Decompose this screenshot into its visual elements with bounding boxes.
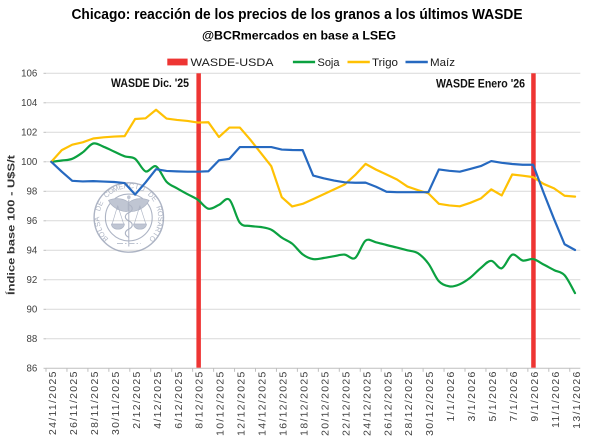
svg-text:100: 100 xyxy=(21,157,38,168)
svg-text:Soja: Soja xyxy=(318,57,340,69)
svg-text:9/1/2026: 9/1/2026 xyxy=(530,370,541,421)
svg-text:Trigo: Trigo xyxy=(372,57,398,69)
svg-text:S: S xyxy=(93,221,103,228)
svg-text:7/1/2026: 7/1/2026 xyxy=(509,370,520,421)
svg-text:104: 104 xyxy=(21,98,38,109)
svg-text:O: O xyxy=(156,210,166,217)
svg-text:5/1/2026: 5/1/2026 xyxy=(488,370,499,421)
svg-text:O: O xyxy=(96,229,107,239)
svg-text:22/12/2025: 22/12/2025 xyxy=(341,370,352,436)
svg-text:86: 86 xyxy=(27,364,38,375)
svg-text:M: M xyxy=(111,183,120,194)
svg-text:O: O xyxy=(147,234,158,244)
svg-text:WASDE Enero '26: WASDE Enero '26 xyxy=(436,77,525,91)
svg-text:13/1/2026: 13/1/2026 xyxy=(572,370,583,428)
svg-text:4/12/2025: 4/12/2025 xyxy=(153,370,164,428)
svg-text:WASDE-USDA: WASDE-USDA xyxy=(191,57,275,69)
svg-text:R: R xyxy=(154,205,164,213)
svg-text:@BCRmercados en base a LSEG: @BCRmercados en base a LSEG xyxy=(202,31,396,43)
svg-text:E: E xyxy=(117,182,124,192)
svg-text:28/11/2025: 28/11/2025 xyxy=(90,370,101,435)
svg-text:98: 98 xyxy=(27,187,38,198)
svg-text:Índice base 100 - U$S/t: Índice base 100 - U$S/t xyxy=(5,154,18,295)
svg-text:90: 90 xyxy=(27,305,38,316)
svg-text:30/11/2025: 30/11/2025 xyxy=(111,370,122,435)
svg-text:1/1/2026: 1/1/2026 xyxy=(446,370,457,421)
svg-text:96: 96 xyxy=(27,216,38,227)
svg-text:3/1/2026: 3/1/2026 xyxy=(467,370,478,421)
svg-text:O: O xyxy=(106,186,116,197)
svg-text:8/12/2025: 8/12/2025 xyxy=(195,370,206,428)
svg-text:102: 102 xyxy=(21,128,37,139)
svg-text:24/11/2025: 24/11/2025 xyxy=(48,370,59,435)
svg-text:20/12/2025: 20/12/2025 xyxy=(320,370,331,436)
svg-text:R: R xyxy=(153,226,163,234)
svg-text:A: A xyxy=(155,221,165,228)
svg-text:E: E xyxy=(149,194,159,203)
svg-text:26/12/2025: 26/12/2025 xyxy=(383,370,394,436)
svg-text:A: A xyxy=(92,216,101,221)
svg-text:18/12/2025: 18/12/2025 xyxy=(300,370,311,436)
svg-text:106: 106 xyxy=(21,69,37,80)
svg-text:26/11/2025: 26/11/2025 xyxy=(69,370,80,435)
svg-text:D: D xyxy=(146,190,156,200)
svg-text:S: S xyxy=(156,217,165,222)
svg-text:92: 92 xyxy=(27,275,38,286)
svg-text:C: C xyxy=(129,181,135,190)
svg-text:11/1/2026: 11/1/2026 xyxy=(551,370,562,428)
svg-text:D: D xyxy=(93,205,103,213)
svg-text:10/12/2025: 10/12/2025 xyxy=(216,370,227,436)
svg-text:O: O xyxy=(138,183,147,194)
svg-text:16/12/2025: 16/12/2025 xyxy=(279,370,290,436)
svg-text:30/12/2025: 30/12/2025 xyxy=(425,370,436,436)
svg-text:E: E xyxy=(95,199,105,207)
svg-text:Maíz: Maíz xyxy=(430,57,455,69)
svg-text:94: 94 xyxy=(27,246,38,257)
svg-text:88: 88 xyxy=(27,334,38,345)
svg-text:28/12/2025: 28/12/2025 xyxy=(404,370,415,436)
svg-text:I: I xyxy=(151,231,160,237)
svg-text:L: L xyxy=(94,226,104,233)
svg-text:C: C xyxy=(102,190,112,200)
svg-text:I: I xyxy=(135,182,139,191)
svg-text:B: B xyxy=(100,234,110,244)
svg-text:14/12/2025: 14/12/2025 xyxy=(258,370,269,436)
svg-text:12/12/2025: 12/12/2025 xyxy=(237,370,248,436)
svg-text:Chicago: reacción de los preci: Chicago: reacción de los precios de los … xyxy=(72,6,523,23)
svg-text:WASDE Dic. '25: WASDE Dic. '25 xyxy=(111,76,189,90)
svg-text:24/12/2025: 24/12/2025 xyxy=(362,370,373,436)
svg-text:2/12/2025: 2/12/2025 xyxy=(132,370,143,428)
svg-text:6/12/2025: 6/12/2025 xyxy=(174,370,185,428)
